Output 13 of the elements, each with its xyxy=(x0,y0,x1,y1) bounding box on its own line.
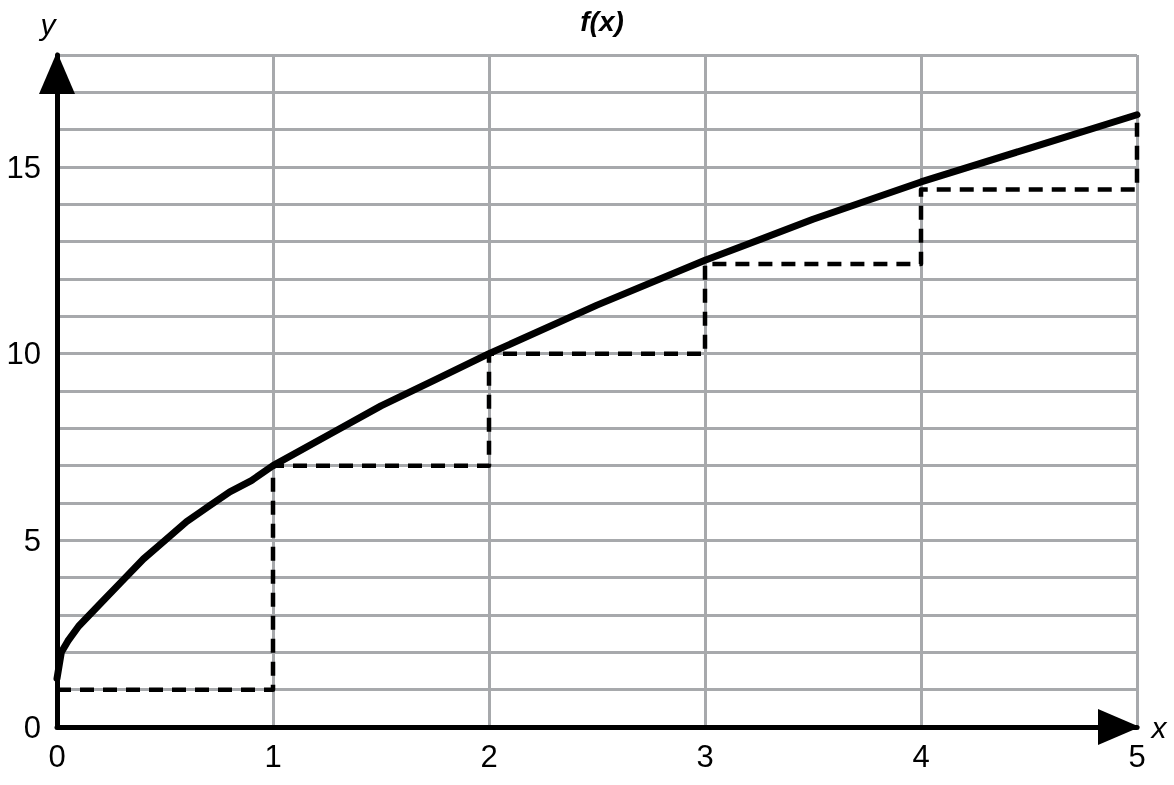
x-tick-label: 1 xyxy=(264,739,282,774)
y-tick-label: 5 xyxy=(23,522,41,558)
x-axis-title: x xyxy=(1149,710,1168,744)
y-tick-label: 15 xyxy=(6,149,41,185)
x-tick-label: 3 xyxy=(696,739,714,774)
x-tick-label: 5 xyxy=(1128,739,1146,774)
chart-title: f(x) xyxy=(580,5,624,37)
x-tick-label: 4 xyxy=(912,739,930,774)
y-tick-label: 10 xyxy=(6,336,41,372)
y-axis-title: y xyxy=(38,7,58,41)
x-tick-label: 2 xyxy=(480,739,498,774)
x-tick-label: 0 xyxy=(48,739,66,774)
y-tick-label: 0 xyxy=(23,709,41,745)
